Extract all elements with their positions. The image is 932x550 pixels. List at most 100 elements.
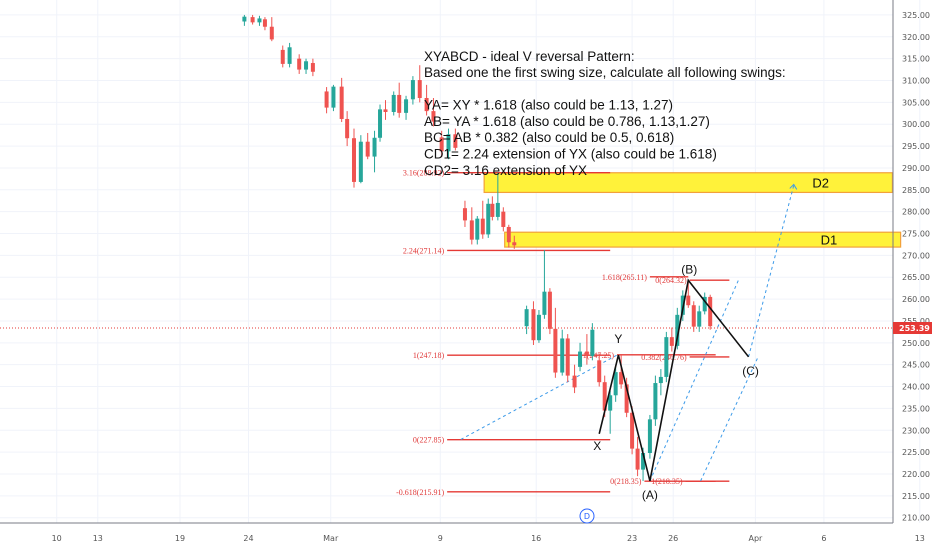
candle-body: [486, 203, 491, 235]
candle-body: [269, 26, 274, 40]
projection-line: [700, 356, 759, 482]
candle-body: [462, 208, 467, 221]
y-tick-label: 325.00: [902, 11, 930, 20]
candle-body: [490, 203, 495, 217]
candle-body: [653, 383, 658, 420]
wave-path: X Y (A) (B) (C): [593, 262, 759, 502]
y-tick-label: 250.00: [902, 339, 930, 348]
candle-body: [501, 211, 506, 227]
current-price-box: [893, 322, 932, 335]
candle-body: [572, 375, 577, 388]
candle-body: [351, 138, 356, 182]
candle-body: [506, 226, 511, 243]
zone-label: D1: [821, 233, 838, 248]
fib-label: 1.618(265.11): [602, 273, 647, 282]
fib-label: 1(218.35): [651, 477, 683, 486]
fib-label: 1(247.25): [583, 351, 615, 360]
candle-body: [686, 295, 691, 306]
y-tick-label: 310.00: [902, 77, 930, 86]
annotation-line: CD2= 3.16 extension of YX: [424, 163, 587, 178]
y-tick-label: 295.00: [902, 142, 930, 151]
x-tick-label: 24: [243, 534, 253, 543]
y-tick-label: 210.00: [902, 514, 930, 523]
candle-body: [469, 220, 474, 240]
y-tick-label: 305.00: [902, 98, 930, 107]
candle-body: [624, 384, 629, 413]
candle-body: [297, 58, 302, 70]
x-tick-label: 19: [175, 534, 185, 543]
wave-label: (C): [742, 364, 759, 378]
candle-body: [565, 338, 570, 376]
candle-body: [453, 134, 458, 148]
candle-body: [531, 309, 536, 341]
y-tick-label: 255.00: [902, 317, 930, 326]
candle-body: [608, 395, 613, 411]
y-tick-label: 245.00: [902, 361, 930, 370]
candle-body: [635, 448, 640, 470]
wave-polyline: [598, 278, 750, 482]
x-tick-label: 10: [52, 534, 62, 543]
candle-body: [590, 329, 595, 356]
fib-label: 0.382(246.76): [641, 353, 687, 362]
candle-body: [641, 452, 646, 470]
candle-body: [578, 351, 583, 367]
candle-body: [560, 338, 565, 373]
annotation-line: AB= YA * 1.618 (also could be 0.786, 1.1…: [424, 114, 710, 129]
candle-body: [358, 141, 363, 182]
y-tick-label: 230.00: [902, 426, 930, 435]
candle-body: [553, 328, 558, 373]
current-price-label: 253.39: [899, 324, 930, 333]
candle-body: [242, 16, 247, 22]
x-tick-label: 6: [821, 534, 826, 543]
candle-body: [383, 109, 388, 112]
candle-body: [702, 296, 707, 312]
wave-label: (B): [681, 262, 697, 276]
wave-label: X: [593, 439, 601, 453]
y-tick-label: 260.00: [902, 295, 930, 304]
y-tick-label: 275.00: [902, 230, 930, 239]
fib-label: 3.16(288.92): [403, 169, 445, 178]
y-tick-label: 280.00: [902, 208, 930, 217]
y-tick-label: 215.00: [902, 492, 930, 501]
candle-body: [664, 337, 669, 377]
candle-body: [439, 137, 444, 152]
candle-body: [495, 202, 500, 217]
candle-body: [691, 305, 696, 327]
candle-body: [410, 80, 415, 100]
candle-body: [597, 360, 602, 383]
candle-body: [446, 134, 451, 152]
candle-body: [287, 47, 292, 64]
candle-body: [658, 376, 663, 384]
candle-body: [280, 49, 285, 64]
candle-body: [345, 118, 350, 139]
candle-body: [262, 19, 267, 27]
candle-body: [708, 296, 713, 327]
pattern-annotation: XYABCD - ideal V reversal Pattern: Based…: [424, 49, 786, 178]
y-tick-label: 270.00: [902, 251, 930, 260]
candle-body: [480, 218, 485, 235]
candle-body: [250, 17, 255, 23]
candle-body: [417, 80, 422, 98]
annotation-line: YA= XY * 1.618 (also could be 1.13, 1.27…: [424, 98, 673, 113]
annotation-title: XYABCD - ideal V reversal Pattern:: [424, 49, 635, 64]
candle-body: [602, 382, 607, 411]
interval-badge: [579, 508, 595, 524]
x-tick-label: 9: [438, 534, 443, 543]
fib-label: 2.24(271.14): [403, 246, 445, 255]
wave-label: (A): [642, 488, 658, 502]
fib-label: 0(218.35): [610, 477, 642, 486]
candle-body: [547, 291, 552, 329]
candle-body: [365, 141, 370, 157]
interval-badge-label: D: [584, 512, 590, 521]
candle-body: [630, 412, 635, 449]
candle-body: [647, 419, 652, 453]
y-tick-label: 240.00: [902, 383, 930, 392]
candle-body: [512, 242, 517, 246]
y-tick-label: 285.00: [902, 186, 930, 195]
y-tick-label: 235.00: [902, 404, 930, 413]
candle-body: [542, 291, 547, 315]
candle-body: [257, 18, 262, 23]
x-tick-label: 16: [531, 534, 541, 543]
